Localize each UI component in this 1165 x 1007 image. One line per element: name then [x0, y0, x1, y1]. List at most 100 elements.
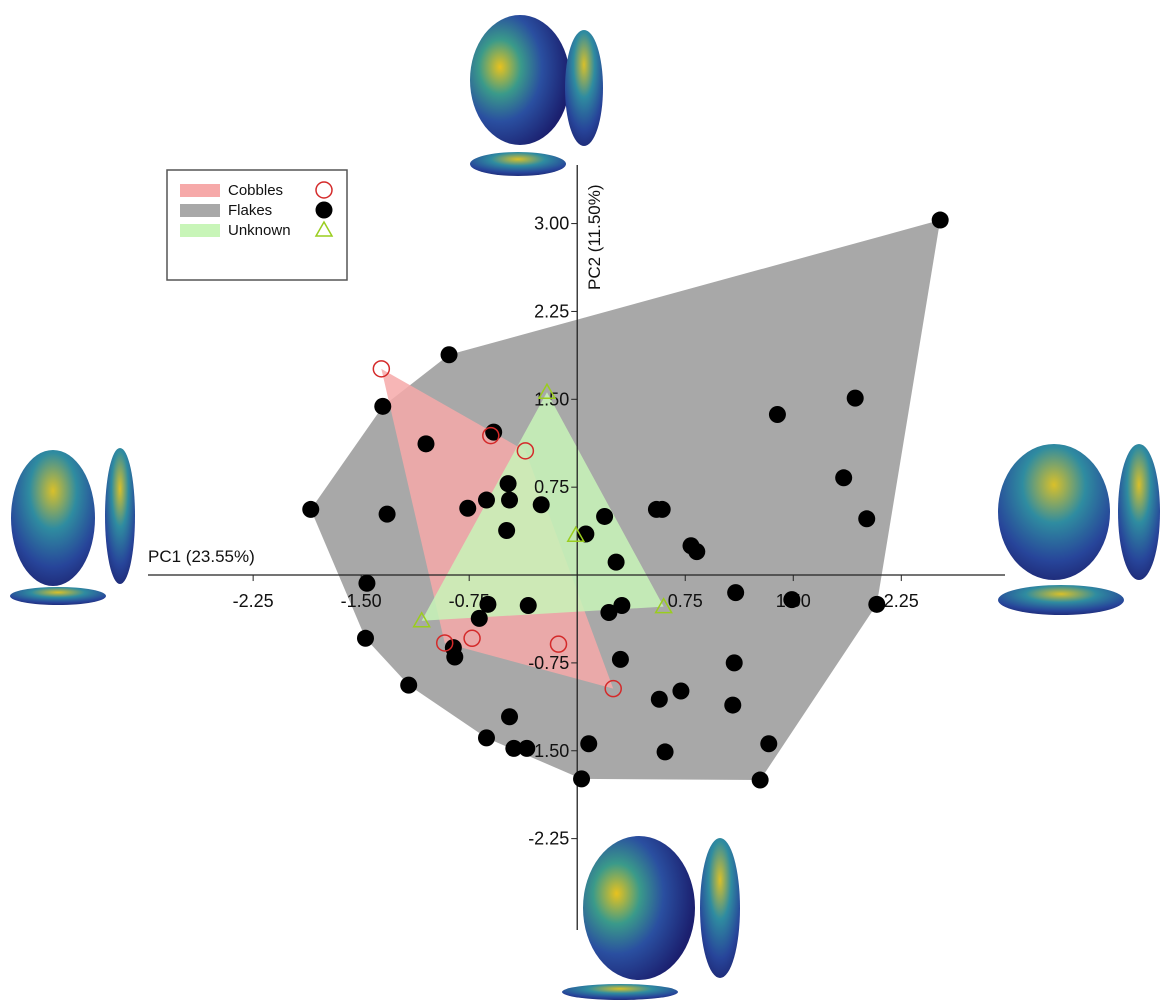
point: [463, 629, 481, 648]
point: [378, 505, 396, 523]
point: [931, 211, 949, 229]
point: [611, 650, 629, 668]
point: [607, 553, 625, 571]
point: [654, 597, 673, 614]
y-tick-label: -1.50: [528, 741, 569, 761]
point: [656, 743, 674, 761]
point: [580, 735, 598, 753]
y-tick-label: -2.25: [528, 829, 569, 849]
points: [302, 211, 949, 789]
point: [727, 584, 745, 602]
y-tick-label: 0.75: [534, 477, 569, 497]
point: [549, 635, 568, 653]
point: [499, 475, 517, 493]
point: [783, 591, 801, 609]
shape-thumbnail: [10, 587, 106, 605]
point: [768, 406, 786, 424]
point: [518, 739, 536, 757]
legend-label: Flakes: [228, 202, 272, 219]
point: [688, 543, 706, 561]
point: [573, 770, 591, 788]
point: [459, 499, 477, 517]
point: [374, 397, 392, 415]
point: [356, 629, 374, 647]
y-tick-label: 3.00: [534, 214, 569, 234]
shape-thumbnail: [998, 444, 1110, 580]
point: [653, 500, 671, 518]
point: [613, 596, 631, 614]
point: [315, 181, 333, 199]
legend-label: Cobbles: [228, 182, 283, 199]
shape-thumbnails: [10, 15, 1160, 1000]
point: [835, 469, 853, 487]
legend-label: Unknown: [228, 222, 291, 239]
y-axis-label: PC2 (11.50%): [585, 184, 604, 290]
shape-thumbnail: [700, 838, 740, 978]
point: [672, 682, 690, 700]
point: [358, 574, 376, 592]
legend: Cobbles Flakes Unknown: [166, 169, 348, 281]
point: [435, 634, 454, 652]
shape-thumbnail: [562, 984, 678, 1000]
point: [868, 595, 886, 613]
point: [479, 595, 497, 613]
point: [315, 201, 333, 219]
legend-swatch: [180, 224, 220, 237]
y-tick-label: 2.25: [534, 301, 569, 321]
shape-thumbnail: [11, 450, 95, 586]
point: [482, 426, 500, 445]
point: [314, 220, 334, 237]
point: [417, 435, 435, 453]
point: [501, 708, 519, 726]
x-tick-label: 2.25: [884, 591, 919, 611]
point: [477, 729, 495, 747]
x-tick-label: -1.50: [341, 591, 382, 611]
point: [566, 525, 586, 542]
point: [372, 360, 391, 378]
point: [725, 654, 743, 672]
point: [650, 690, 668, 708]
point: [537, 382, 557, 400]
point: [751, 771, 769, 789]
y-tick-label: 1.50: [534, 389, 569, 409]
shape-thumbnail: [470, 15, 570, 145]
point: [470, 609, 488, 627]
point: [519, 596, 537, 614]
point: [516, 442, 535, 460]
shape-thumbnail: [583, 836, 695, 980]
point: [505, 739, 523, 757]
point: [858, 510, 876, 528]
hull: [310, 220, 941, 781]
point: [498, 522, 516, 540]
point: [302, 500, 320, 518]
point: [724, 696, 742, 714]
point: [440, 346, 458, 364]
hulls: [310, 220, 941, 781]
point: [501, 491, 519, 509]
x-tick-label: -0.75: [449, 591, 490, 611]
point: [446, 648, 464, 666]
point: [760, 735, 778, 753]
axes: -2.25-1.50-0.750.751.502.253.002.251.500…: [148, 165, 1005, 930]
x-tick-label: -2.25: [233, 591, 274, 611]
shape-thumbnail: [1118, 444, 1160, 580]
legend-swatch: [180, 184, 220, 197]
point: [604, 679, 622, 698]
point: [412, 611, 431, 628]
point: [596, 507, 614, 525]
shape-thumbnail: [998, 585, 1124, 615]
y-tick-label: -0.75: [528, 653, 569, 673]
x-tick-label: 0.75: [668, 591, 703, 611]
x-axis-label: PC1 (23.55%): [148, 547, 255, 566]
point: [477, 491, 495, 509]
point: [400, 676, 418, 694]
point: [600, 604, 618, 622]
point: [532, 496, 550, 514]
shape-thumbnail: [470, 152, 566, 176]
point: [846, 389, 864, 407]
shape-thumbnail: [105, 448, 135, 584]
shape-thumbnail: [565, 30, 603, 146]
legend-swatch: [180, 204, 220, 217]
